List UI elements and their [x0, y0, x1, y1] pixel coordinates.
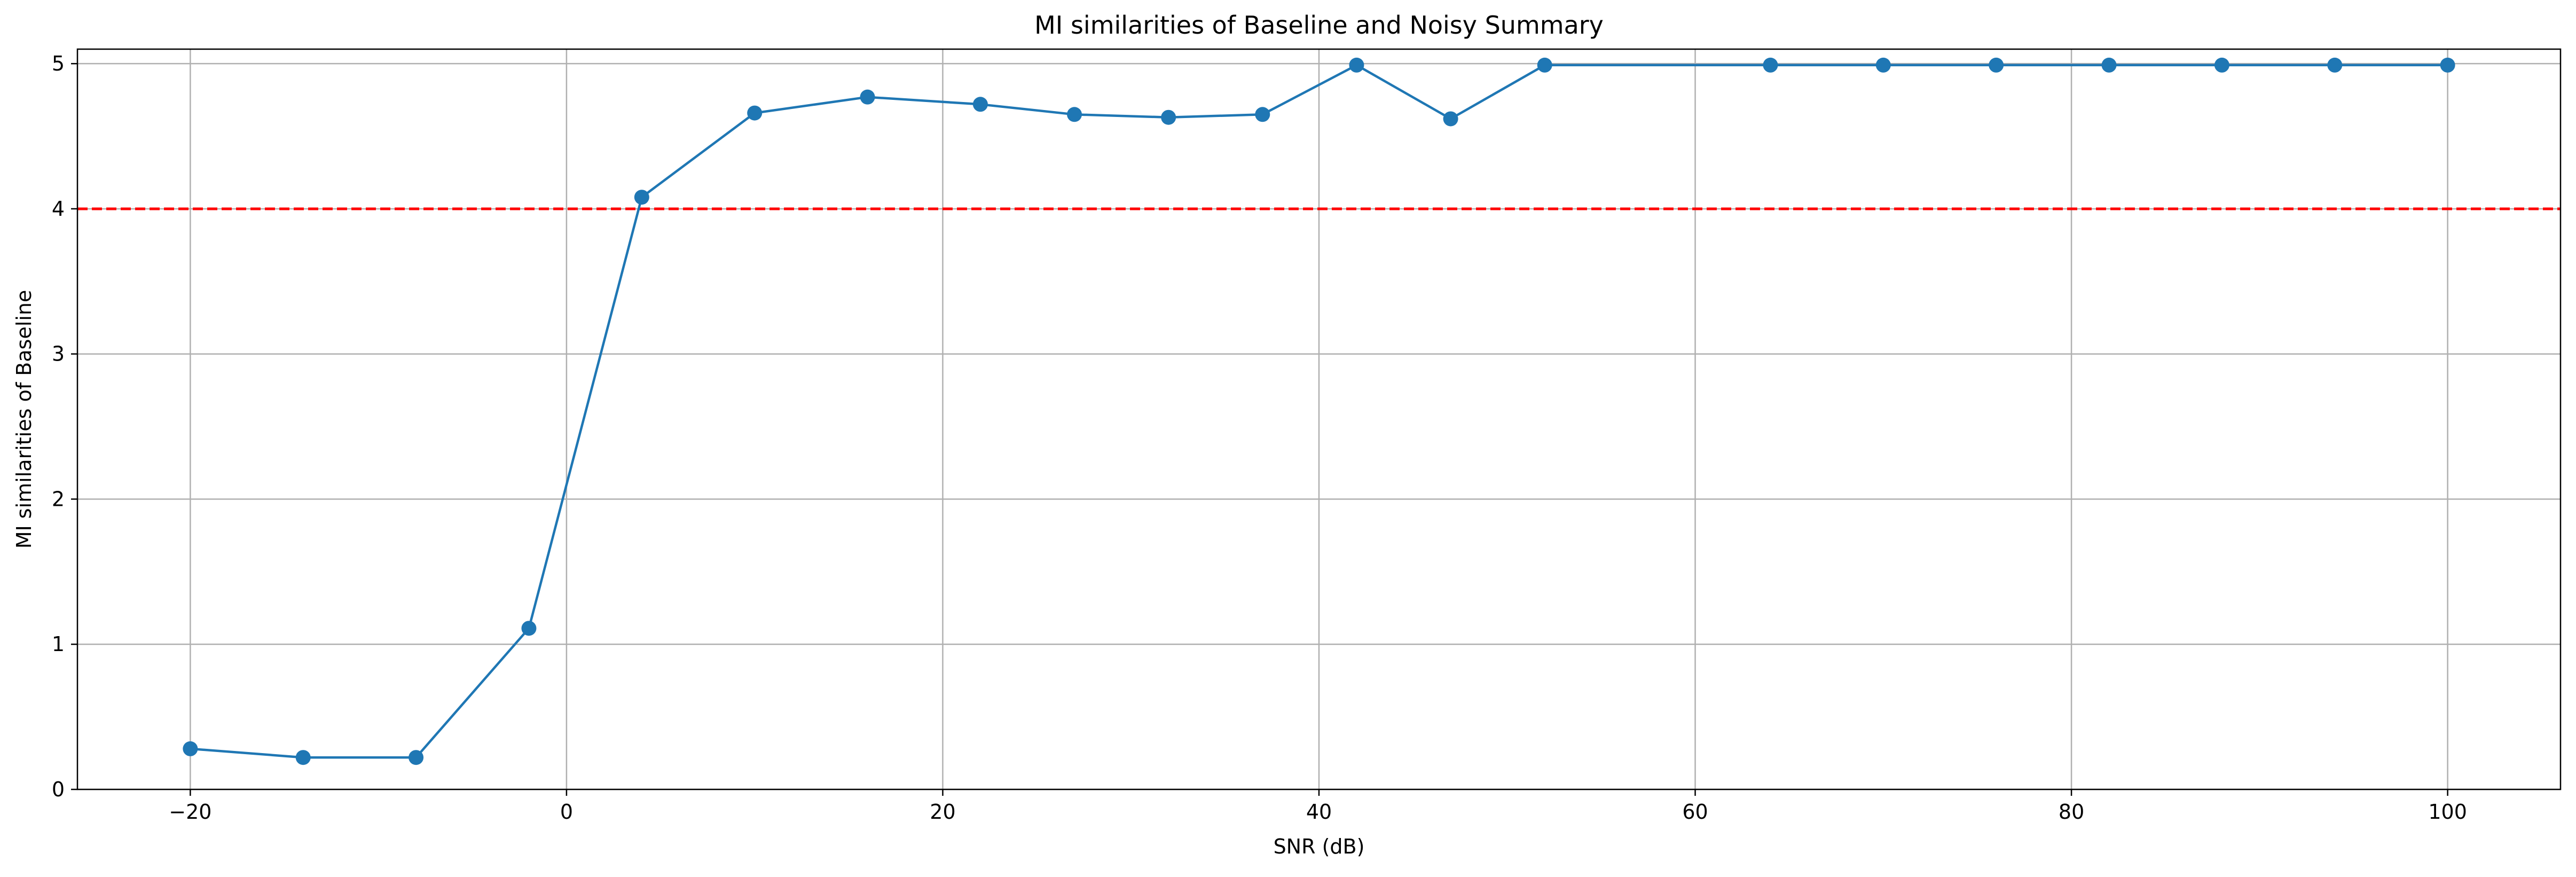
x-tick-label: 40 — [1306, 800, 1332, 824]
y-tick-label: 5 — [52, 52, 65, 75]
data-point — [972, 97, 988, 112]
data-point — [409, 750, 424, 765]
data-point — [2101, 57, 2117, 73]
data-point — [860, 89, 875, 105]
data-point — [1255, 107, 1270, 122]
data-point — [2327, 57, 2343, 73]
x-tick-label: −20 — [169, 800, 211, 824]
chart-title: MI similarities of Baseline and Noisy Su… — [1034, 11, 1604, 40]
data-point — [747, 105, 763, 121]
x-tick-label: 20 — [930, 800, 955, 824]
data-point — [2214, 57, 2229, 73]
series-layer — [183, 57, 2455, 765]
data-point — [1349, 57, 1364, 73]
y-tick-label: 1 — [52, 632, 65, 656]
data-point — [634, 190, 649, 205]
data-point — [1537, 57, 1552, 73]
x-tick-label: 60 — [1682, 800, 1708, 824]
data-point — [1443, 111, 1458, 127]
y-tick-label: 3 — [52, 342, 65, 366]
data-point — [295, 750, 311, 765]
data-point — [1161, 109, 1176, 125]
y-axis-ticks: 0 1 2 3 4 5 — [52, 52, 77, 801]
x-tick-label: 100 — [2428, 800, 2467, 824]
y-axis-label: MI similarities of Baseline — [12, 290, 36, 549]
data-point — [1875, 57, 1891, 73]
data-point — [183, 741, 198, 756]
x-axis-ticks: −20 0 20 40 60 80 100 — [169, 789, 2467, 824]
y-tick-label: 0 — [52, 778, 65, 801]
x-tick-label: 0 — [560, 800, 573, 824]
data-point — [521, 621, 537, 636]
x-tick-label: 80 — [2059, 800, 2084, 824]
data-point — [2440, 57, 2455, 73]
x-axis-label: SNR (dB) — [1274, 835, 1365, 858]
data-point — [1763, 57, 1778, 73]
data-point — [1067, 107, 1082, 122]
y-tick-label: 4 — [52, 197, 65, 221]
data-point — [1989, 57, 2004, 73]
y-tick-label: 2 — [52, 487, 65, 511]
